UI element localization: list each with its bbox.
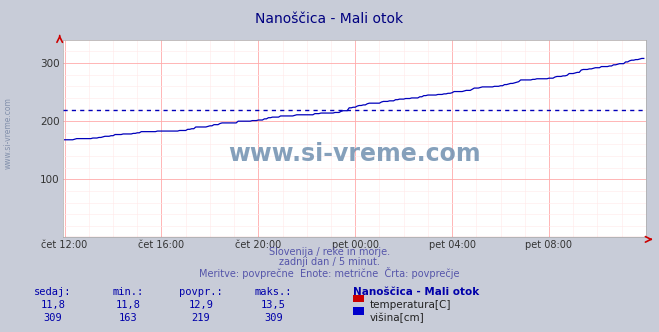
Text: 11,8: 11,8 [40, 300, 65, 310]
Text: sedaj:: sedaj: [34, 287, 71, 297]
Text: 163: 163 [119, 313, 138, 323]
Text: 309: 309 [43, 313, 62, 323]
Text: www.si-vreme.com: www.si-vreme.com [228, 142, 480, 166]
Text: višina[cm]: višina[cm] [370, 313, 424, 323]
Text: 11,8: 11,8 [116, 300, 141, 310]
Text: Nanoščica - Mali otok: Nanoščica - Mali otok [256, 12, 403, 26]
Text: Nanoščica - Mali otok: Nanoščica - Mali otok [353, 287, 479, 297]
Text: 219: 219 [192, 313, 210, 323]
Text: www.si-vreme.com: www.si-vreme.com [3, 97, 13, 169]
Text: 12,9: 12,9 [188, 300, 214, 310]
Text: 13,5: 13,5 [261, 300, 286, 310]
Text: povpr.:: povpr.: [179, 287, 223, 297]
Text: min.:: min.: [113, 287, 144, 297]
Text: Slovenija / reke in morje.: Slovenija / reke in morje. [269, 247, 390, 257]
Text: Meritve: povprečne  Enote: metrične  Črta: povprečje: Meritve: povprečne Enote: metrične Črta:… [199, 267, 460, 279]
Text: zadnji dan / 5 minut.: zadnji dan / 5 minut. [279, 257, 380, 267]
Text: temperatura[C]: temperatura[C] [370, 300, 451, 310]
Text: 309: 309 [264, 313, 283, 323]
Text: maks.:: maks.: [255, 287, 292, 297]
